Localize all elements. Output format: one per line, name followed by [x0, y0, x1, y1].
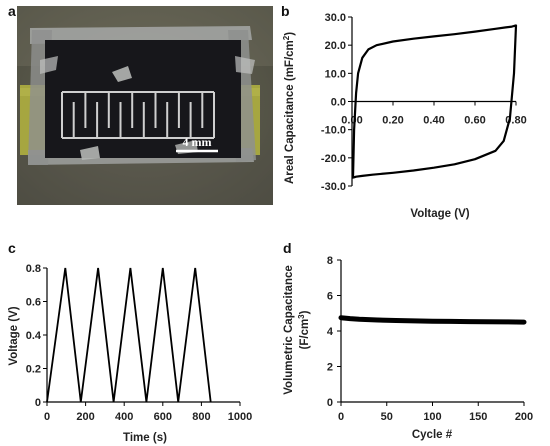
b-y-axis-label: Areal Capacitance (mF/cm2): [282, 32, 297, 184]
d-y-tick-label: 4: [327, 326, 334, 338]
panel-label-a: a: [8, 3, 16, 19]
c-x-tick-label: 400: [115, 411, 133, 423]
d-y-axis-label-line2: (F/cm3): [297, 310, 312, 349]
scale-bar-label: 4 mm: [183, 135, 212, 149]
b-y-tick-label: 0.0: [331, 97, 346, 109]
b-y-tick-label: -20.0: [321, 153, 346, 165]
interdigitated-electrode-pattern: [61, 91, 215, 139]
device-substrate: [45, 40, 241, 158]
c-x-tick-label: 0: [44, 411, 50, 423]
c-gcd-curve: [46, 267, 212, 403]
device-photo: 4 mm: [17, 6, 273, 205]
b-x-tick-label: 0.60: [464, 115, 485, 127]
c-y-tick-label: 0.4: [26, 330, 42, 342]
d-x-tick-label: 150: [469, 411, 487, 423]
panel-label-b: b: [281, 3, 290, 19]
c-x-tick-label: 600: [154, 411, 172, 423]
b-y-tick-label: 20.0: [325, 40, 346, 52]
d-y-tick-label: 0: [327, 397, 333, 409]
c-x-axis-label: Time (s): [123, 432, 167, 444]
d-x-tick-label: 100: [423, 411, 441, 423]
c-y-tick-label: 0: [35, 397, 41, 409]
b-x-tick-label: 0.40: [423, 115, 444, 127]
b-x-tick-label: 0.20: [382, 115, 403, 127]
panel-c-gcd-chart: 00.20.40.60.80 200 400 600 800 1000 Time (s) …: [8, 263, 252, 444]
d-y-tick-label: 6: [327, 291, 333, 303]
b-y-tick-label: -30.0: [321, 181, 346, 193]
b-x-axis-label: Voltage (V): [410, 208, 469, 220]
panel-b-cv-chart: 30.020.010.00.0-10.0-20.0-30.00.00 0.20 0.…: [282, 12, 527, 220]
d-x-tick-label: 50: [381, 411, 393, 423]
tape-top: [30, 26, 252, 44]
c-x-tick-label: 1000: [228, 411, 252, 423]
d-x-axis-label: Cycle #: [412, 429, 453, 441]
c-y-tick-label: 0.8: [26, 263, 41, 275]
c-y-tick-label: 0.2: [26, 364, 41, 376]
c-y-tick-label: 0.6: [26, 297, 41, 309]
panel-label-d: d: [283, 240, 292, 256]
c-x-tick-label: 800: [192, 411, 210, 423]
d-capacitance-curve: [338, 315, 527, 325]
panel-label-c: c: [8, 240, 16, 256]
c-x-tick-label: 200: [76, 411, 94, 423]
d-x-tick-label: 0: [338, 411, 344, 423]
c-y-axis-label: Voltage (V): [8, 306, 20, 365]
d-y-tick-label: 2: [327, 362, 333, 374]
b-cv-curve: [351, 24, 518, 179]
d-y-tick-label: 8: [327, 255, 333, 267]
b-y-tick-label: -10.0: [321, 125, 346, 137]
b-y-tick-label: 10.0: [325, 68, 346, 80]
d-x-tick-label: 200: [515, 411, 533, 423]
d-y-axis-label-line1: Volumetric Capacitance: [283, 265, 295, 395]
b-y-tick-label: 30.0: [325, 12, 346, 24]
